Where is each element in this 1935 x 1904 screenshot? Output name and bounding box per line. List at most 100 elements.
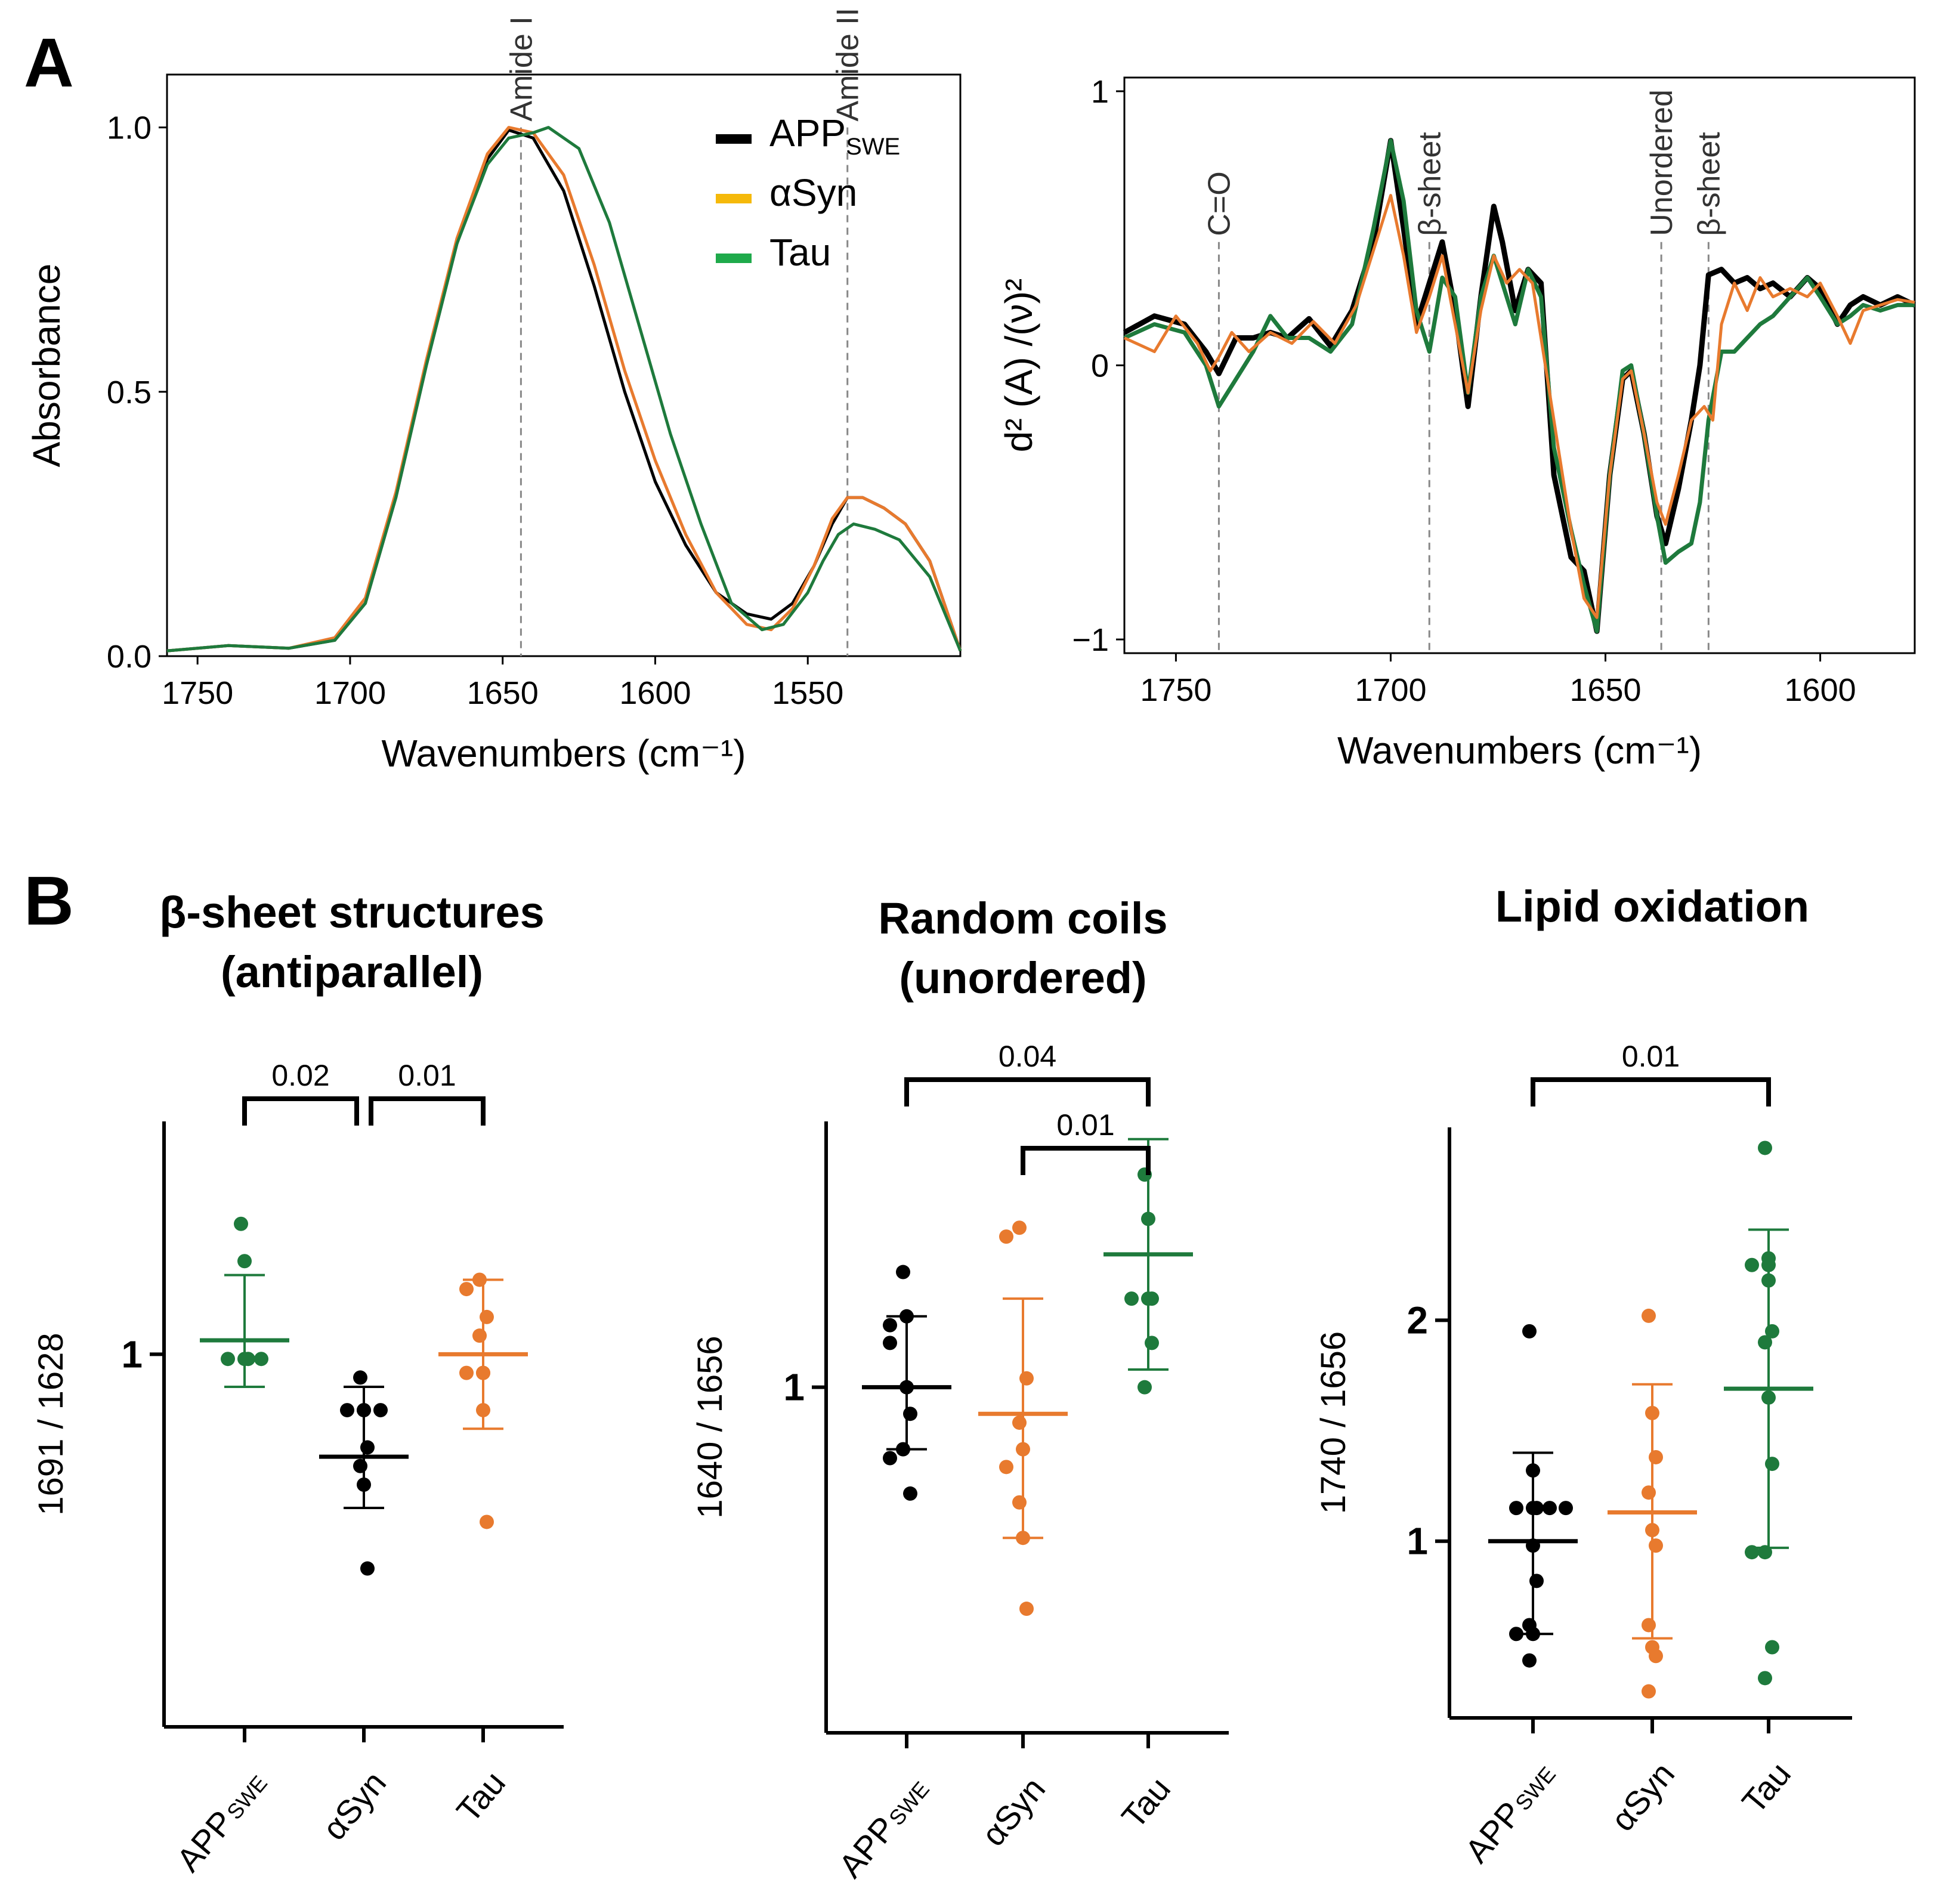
y-tick-label: 1 xyxy=(1091,74,1109,110)
x-category-label: Tau xyxy=(1735,1755,1798,1820)
data-point xyxy=(1761,1273,1776,1288)
data-point xyxy=(1745,1257,1759,1272)
x-tick-label: 1650 xyxy=(1569,672,1641,708)
y-tick-label: 0.5 xyxy=(107,375,152,410)
y-tick-label: 1.0 xyxy=(107,110,152,146)
significance-bracket xyxy=(904,1077,1151,1106)
panel-label-a: A xyxy=(24,24,74,101)
series-line-tau xyxy=(1123,138,1915,633)
y-tick-label: 1 xyxy=(1407,1520,1428,1563)
y-axis-label: 1640 / 1656 xyxy=(691,1336,730,1518)
legend-label-app: APPSWE xyxy=(769,112,900,160)
annotation-label: β-sheet xyxy=(1412,132,1447,236)
significance-bracket xyxy=(1021,1146,1151,1175)
legend-swatch-tau xyxy=(716,254,752,263)
data-point xyxy=(1758,1335,1772,1350)
y-axis-label: d² (A) /(ν)² xyxy=(997,279,1040,453)
x-category-label: αSyn xyxy=(315,1764,393,1847)
data-point xyxy=(903,1486,917,1501)
panel-label-b: B xyxy=(24,862,74,939)
data-point xyxy=(1758,1671,1772,1686)
data-point xyxy=(1509,1627,1523,1642)
random-coils-chart: Random coils (unordered) 1 1640 / 1656 APPSW… xyxy=(691,894,1229,1884)
y-tick-label: −1 xyxy=(1072,622,1109,658)
data-point xyxy=(1543,1501,1557,1516)
x-category-label: APPSWE xyxy=(169,1764,274,1878)
series-line-app xyxy=(1123,138,1916,634)
x-category-label: APPSWE xyxy=(1458,1755,1563,1869)
significance-label: 0.01 xyxy=(398,1059,456,1092)
y-tick-label: 1 xyxy=(783,1366,805,1409)
beta-sheet-chart: β-sheet structures (antiparallel) 1 1691 / … xyxy=(32,888,564,1878)
y-axis-label: 1691 / 1628 xyxy=(32,1333,70,1515)
data-point xyxy=(360,1561,375,1576)
data-point xyxy=(900,1309,914,1324)
data-point xyxy=(1012,1495,1027,1510)
data-point xyxy=(903,1407,917,1421)
data-point xyxy=(340,1403,354,1418)
data-point xyxy=(472,1272,487,1287)
data-point xyxy=(472,1328,487,1343)
data-point xyxy=(357,1478,371,1492)
data-point xyxy=(476,1403,490,1418)
data-point xyxy=(1642,1485,1656,1500)
data-point xyxy=(1016,1442,1030,1457)
data-point xyxy=(1765,1457,1779,1472)
x-tick-label: 1700 xyxy=(1355,672,1426,708)
data-point xyxy=(1765,1324,1779,1339)
x-category-label: APPSWE xyxy=(832,1770,936,1884)
x-tick-label: 1550 xyxy=(772,675,843,711)
data-point xyxy=(1012,1220,1027,1235)
data-point xyxy=(1642,1618,1656,1633)
data-point xyxy=(360,1440,375,1455)
data-point xyxy=(1522,1653,1537,1668)
plot-frame xyxy=(166,73,962,657)
data-point xyxy=(1642,1308,1656,1323)
annotation-label: β-sheet xyxy=(1692,132,1726,236)
data-point xyxy=(883,1336,897,1350)
x-axis-label: Wavenumbers (cm⁻¹) xyxy=(1337,729,1702,772)
x-tick-label: 1650 xyxy=(467,675,539,711)
data-point xyxy=(234,1216,248,1231)
y-axis-label: 1740 / 1656 xyxy=(1314,1331,1353,1514)
y-tick-label: 0.0 xyxy=(107,639,152,675)
legend-swatch-asyn xyxy=(716,194,752,203)
data-point xyxy=(459,1282,474,1297)
y-axis-label: Absorbance xyxy=(25,264,68,468)
chart-title-line: β-sheet structures xyxy=(159,888,545,937)
data-point xyxy=(221,1352,235,1367)
data-point xyxy=(1016,1531,1030,1546)
x-tick-label: 1750 xyxy=(162,675,233,711)
data-point xyxy=(1141,1211,1155,1226)
significance-bracket xyxy=(369,1096,486,1126)
significance-bracket xyxy=(1531,1077,1771,1106)
data-point xyxy=(1642,1684,1656,1699)
data-point xyxy=(999,1229,1013,1244)
second-derivative-chart: 1750 1700 1650 1600 −1 0 1 Wavenumbers (cm⁻¹) d²… xyxy=(997,74,1916,772)
significance-bracket xyxy=(242,1096,359,1126)
chart-title-line: Lipid oxidation xyxy=(1495,882,1809,931)
data-point xyxy=(1509,1501,1523,1516)
y-tick-label: 1 xyxy=(121,1333,143,1376)
data-point xyxy=(459,1365,474,1380)
data-point xyxy=(237,1254,252,1269)
data-point xyxy=(353,1458,367,1473)
data-point xyxy=(1645,1405,1659,1420)
data-point xyxy=(1137,1380,1152,1395)
data-point xyxy=(1526,1463,1540,1478)
absorbance-chart: 1750 1700 1650 1600 1550 0.0 0.5 1.0 Wavenumbers… xyxy=(25,8,962,775)
x-category-label: Tau xyxy=(449,1764,512,1829)
data-point xyxy=(1526,1501,1540,1516)
data-point xyxy=(237,1352,252,1367)
data-point xyxy=(476,1365,490,1380)
y-tick-label: 0 xyxy=(1091,348,1109,384)
data-point xyxy=(1645,1523,1659,1538)
data-point xyxy=(1761,1257,1776,1272)
data-point xyxy=(480,1514,494,1529)
data-point xyxy=(353,1370,367,1385)
significance-label: 0.04 xyxy=(999,1040,1056,1073)
annotation-label: Amide II xyxy=(831,8,866,122)
data-point xyxy=(1124,1291,1139,1306)
data-point xyxy=(1529,1574,1544,1588)
